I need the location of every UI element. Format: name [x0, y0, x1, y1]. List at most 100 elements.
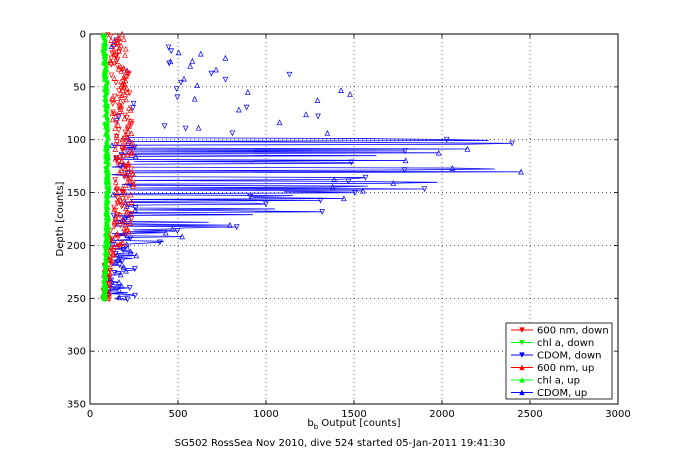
cdom-point: [208, 70, 215, 77]
legend-entry: 600 nm, down: [537, 326, 609, 337]
red-600nm-point: [116, 108, 123, 114]
y-tick-label: 50: [73, 82, 86, 93]
red-600nm-point: [112, 178, 119, 185]
cdom-point: [162, 229, 169, 236]
legend-entry: CDOM, down: [537, 351, 602, 362]
cdom-point: [243, 104, 250, 111]
cdom-point: [518, 168, 524, 175]
red-600nm-point: [112, 207, 119, 214]
cdom-point: [345, 178, 352, 185]
cdom-point: [197, 50, 204, 57]
cdom-point: [222, 54, 229, 61]
red-600nm-point: [119, 81, 125, 88]
red-600nm-point: [111, 218, 118, 224]
red-600nm-point: [106, 274, 113, 281]
red-600nm-point: [120, 36, 127, 42]
red-600nm-point: [125, 228, 132, 235]
cdom-point: [338, 87, 344, 94]
red-600nm-point: [114, 200, 121, 207]
x-tick-label: 1500: [341, 409, 366, 420]
red-600nm-point: [111, 75, 118, 82]
cdom-point: [120, 247, 127, 253]
cdom-point: [189, 57, 196, 64]
red-600nm-point: [118, 157, 125, 164]
cdom-point: [182, 125, 189, 132]
cdom-point: [122, 231, 129, 238]
red-600nm-point: [115, 121, 121, 128]
red-600nm-point: [130, 140, 137, 147]
red-600nm-point: [107, 227, 114, 234]
red-600nm-point: [115, 65, 122, 72]
red-600nm-point: [116, 88, 122, 95]
red-600nm-point: [116, 94, 123, 101]
cdom-point: [166, 60, 173, 67]
cdom-point: [109, 142, 115, 148]
cdom-point: [352, 190, 358, 196]
x-tick-label: 0: [87, 409, 93, 420]
cdom-point: [341, 195, 347, 202]
cdom-point: [167, 58, 174, 65]
chl-a-point: [103, 225, 109, 230]
cdom-point: [127, 182, 134, 189]
chl-a-point: [100, 297, 105, 302]
chl-a-point: [107, 188, 112, 194]
cdom-point: [175, 49, 182, 56]
cdom-point: [390, 180, 397, 186]
cdom-point: [348, 159, 355, 166]
cdom-point: [449, 164, 456, 171]
cdom-point: [191, 95, 198, 102]
red-600nm-point: [107, 33, 114, 40]
red-600nm-point: [120, 189, 126, 196]
cdom-point: [222, 76, 229, 83]
red-600nm-point: [117, 222, 124, 229]
red-600nm-point: [124, 134, 130, 141]
red-600nm-point: [126, 168, 132, 175]
cdom-point: [329, 183, 336, 190]
chl-a-point: [104, 208, 109, 214]
cdom-point: [179, 233, 186, 240]
red-600nm-point: [124, 89, 131, 95]
cdom-point: [213, 66, 219, 73]
red-600nm-point: [109, 97, 116, 104]
chl-a-point: [103, 182, 108, 188]
cdom-point: [115, 256, 121, 263]
y-tick-label: 0: [80, 30, 86, 41]
red-600nm-point: [115, 243, 122, 250]
red-600nm-point: [114, 230, 121, 237]
cdom-point: [124, 244, 131, 251]
cdom-point: [421, 186, 428, 193]
red-600nm-point: [109, 110, 116, 116]
y-tick-label: 200: [67, 241, 86, 252]
red-600nm-point: [122, 52, 128, 58]
red-600nm-point: [127, 220, 134, 226]
cdom-point: [127, 235, 134, 242]
red-600nm-point: [120, 99, 126, 105]
cdom-point: [229, 130, 236, 137]
chl-a-series: [100, 31, 112, 303]
red-600nm-point: [113, 142, 120, 149]
legend-entry: chl a, up: [537, 376, 580, 387]
red-600nm-point: [109, 116, 116, 123]
cdom-point: [123, 172, 129, 179]
y-axis-label: Depth [counts]: [55, 181, 66, 256]
red-600nm-point: [114, 41, 120, 48]
cdom-point: [119, 258, 126, 265]
red-600nm-point: [106, 296, 112, 303]
red-600nm-point: [119, 196, 126, 202]
cdom-point: [314, 97, 321, 103]
cdom-point: [117, 271, 124, 278]
cdom-point: [132, 292, 138, 299]
cdom-point: [331, 176, 338, 183]
y-tick-label: 150: [67, 188, 86, 199]
red-600nm-point: [114, 100, 121, 106]
red-600nm-point: [121, 115, 128, 122]
cdom-point: [122, 199, 129, 205]
cdom-point: [286, 71, 293, 78]
red-600nm-point: [113, 120, 120, 126]
cdom-point: [435, 149, 442, 156]
cdom-point: [108, 43, 115, 49]
chl-a-point: [106, 245, 111, 251]
cdom-point: [169, 225, 176, 232]
cdom-point: [168, 48, 175, 55]
cdom-point: [319, 209, 326, 215]
